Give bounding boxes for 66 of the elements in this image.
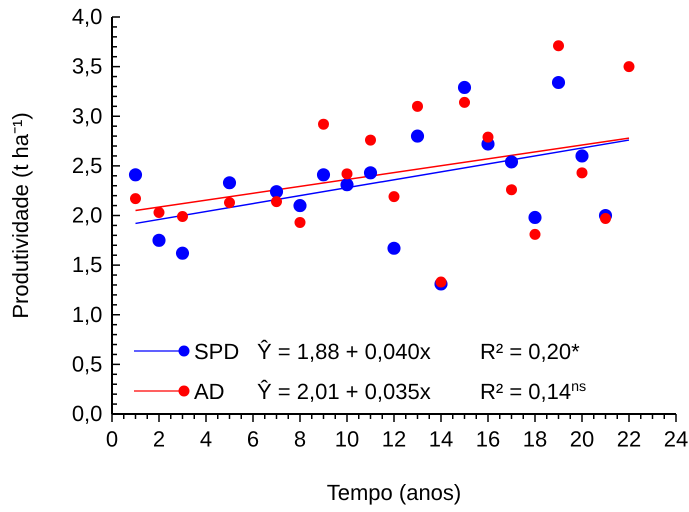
point [364, 166, 378, 180]
x-tick-label: 22 [616, 426, 642, 452]
y-tick-label: 3,0 [72, 103, 102, 128]
point [222, 176, 236, 190]
y-tick-label: 2,0 [72, 202, 102, 228]
point [177, 211, 188, 222]
point [316, 168, 330, 182]
point [387, 242, 401, 255]
point [224, 197, 235, 208]
point [600, 212, 611, 224]
annotation: Ŷ = 2,01 + 0,035x [257, 379, 431, 404]
point [294, 216, 306, 228]
x-tick-label: 2 [152, 426, 166, 452]
y-tick-label: 4,0 [72, 4, 102, 30]
x-tick-label: 10 [334, 426, 360, 452]
point [482, 132, 494, 143]
point [176, 246, 190, 260]
point [293, 199, 307, 212]
point [412, 100, 423, 112]
point [528, 210, 542, 224]
point [342, 168, 352, 180]
point [271, 196, 282, 208]
point [365, 134, 376, 146]
y-tick-label: 2,5 [72, 152, 102, 178]
point [624, 61, 634, 72]
x-tick-label: 12 [382, 426, 406, 452]
legend-label: AD [194, 379, 225, 404]
point [340, 178, 354, 192]
y-tick-label: 3,5 [72, 54, 102, 79]
point [388, 191, 400, 202]
x-tick-label: 14 [428, 426, 454, 452]
annotation: R² = 0,20* [480, 339, 580, 364]
point [128, 168, 142, 182]
y-tick-label: 1,0 [72, 302, 102, 327]
x-tick-label: 8 [294, 426, 306, 452]
point [152, 234, 166, 247]
point [575, 149, 589, 162]
point [130, 193, 141, 204]
x-tick-label: 20 [570, 426, 594, 452]
x-tick-label: 4 [200, 426, 212, 452]
point [410, 130, 424, 143]
annotation: Ŷ = 1,88 + 0,040x [257, 339, 431, 364]
x-tick-label: 18 [522, 426, 548, 452]
point [552, 76, 566, 90]
y-tick-label: 0,0 [72, 401, 102, 426]
point [458, 80, 472, 94]
annotation: R² = 0,14$^{ns}$ [480, 379, 586, 404]
x-tick-label: 6 [246, 426, 260, 452]
point [154, 207, 164, 218]
legend-label: SPD [194, 339, 240, 364]
point [506, 184, 517, 196]
point [270, 185, 284, 198]
point [576, 167, 588, 178]
x-tick-label: 24 [664, 426, 688, 452]
point [504, 155, 518, 168]
point [459, 96, 470, 108]
point [553, 40, 564, 52]
y-tick-label: 0,5 [72, 351, 102, 376]
x-axis-title: Tempo (anos) [326, 480, 462, 505]
point [318, 118, 329, 130]
y-tick-label: 1,5 [72, 252, 102, 278]
point [436, 276, 446, 288]
x-tick-label: 0 [106, 426, 118, 452]
x-tick-label: 16 [476, 426, 500, 452]
y-axis-title: Produtividade (t ha⁻¹) [8, 112, 33, 319]
point [530, 228, 540, 240]
